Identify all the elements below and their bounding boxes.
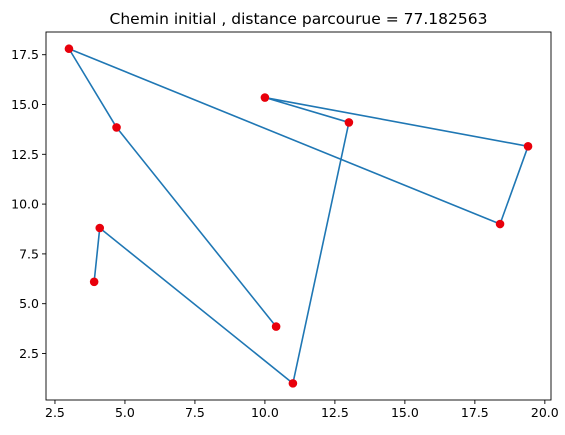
city-point-7 xyxy=(495,219,505,229)
y-tick-label: 10.0 xyxy=(11,197,39,212)
city-point-2 xyxy=(95,223,105,233)
x-tick-label: 7.5 xyxy=(185,405,205,420)
x-axis: 2.5 5.0 7.5 10.0 12.5 15.0 17.5 20.0 xyxy=(45,400,559,420)
y-tick-label: 5.0 xyxy=(19,296,39,311)
city-point-5 xyxy=(260,93,270,102)
x-tick-label: 15.0 xyxy=(391,405,419,420)
route-line xyxy=(68,47,529,385)
y-tick-label: 12.5 xyxy=(11,147,39,162)
x-tick-label: 10.0 xyxy=(251,405,279,420)
x-tick-label: 12.5 xyxy=(321,405,349,420)
city-point-6 xyxy=(523,142,533,151)
y-tick-label: 7.5 xyxy=(19,246,39,261)
x-tick-label: 17.5 xyxy=(461,405,489,420)
x-tick-label: 20.0 xyxy=(531,405,559,420)
city-point-9 xyxy=(112,123,121,132)
plot-area xyxy=(64,44,533,388)
y-tick-label: 17.5 xyxy=(11,47,39,62)
city-point-1 xyxy=(89,277,99,287)
x-tick-label: 5.0 xyxy=(115,405,135,420)
y-tick-label: 15.0 xyxy=(11,97,39,112)
chart-title: Chemin initial , distance parcourue = 77… xyxy=(110,10,488,28)
city-point-8 xyxy=(64,44,74,54)
axes-frame xyxy=(45,31,552,401)
city-point-4 xyxy=(344,118,354,127)
x-tick-label: 2.5 xyxy=(45,405,65,420)
city-point-10 xyxy=(271,322,281,331)
city-point-3 xyxy=(288,379,298,388)
y-tick-label: 2.5 xyxy=(19,346,39,361)
y-axis: 2.5 5.0 7.5 10.0 12.5 15.0 17.5 xyxy=(11,47,46,361)
